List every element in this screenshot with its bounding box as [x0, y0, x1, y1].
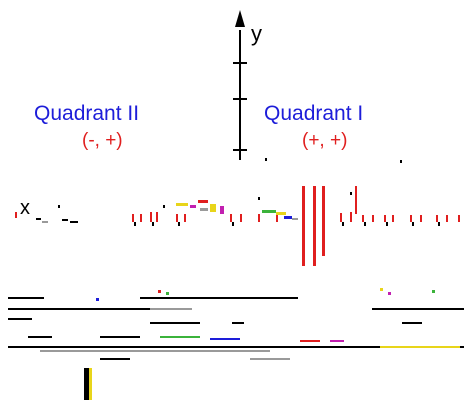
- artifact-green: [262, 210, 276, 213]
- tick-fragment: [230, 214, 232, 222]
- artifact-gray: [200, 208, 208, 211]
- red-vertical-line: [355, 186, 357, 214]
- red-vertical-line: [302, 186, 305, 266]
- line-fragment: [250, 358, 290, 360]
- line-fragment: [8, 297, 44, 299]
- artifact-yellow: [176, 203, 188, 206]
- line-fragment: [8, 346, 464, 348]
- tick-fragment: [384, 215, 386, 222]
- line-fragment: [100, 336, 140, 338]
- artifact-blue: [284, 216, 292, 219]
- tick-fragment: [392, 215, 394, 222]
- tick-fragment: [134, 222, 136, 226]
- line-fragment: [100, 358, 130, 360]
- tick-fragment: [350, 212, 352, 222]
- line-fragment: [210, 338, 240, 340]
- bottom-bar: [84, 368, 89, 400]
- tick-fragment: [276, 214, 278, 222]
- tick-fragment: [184, 214, 186, 222]
- artifact-magenta: [190, 205, 196, 208]
- line-fragment: [28, 336, 52, 338]
- x-axis-speck: [350, 192, 352, 195]
- tick-fragment: [150, 212, 152, 222]
- tick-fragment: [438, 222, 440, 226]
- line-fragment: [206, 297, 298, 299]
- x-axis-arrow-fragment: [70, 221, 78, 223]
- tick-fragment: [156, 212, 158, 222]
- speck: [166, 292, 169, 295]
- line-fragment: [232, 322, 244, 324]
- bottom-bar-shadow: [89, 368, 92, 400]
- artifact-gray: [292, 218, 298, 220]
- red-vertical-line: [313, 186, 316, 266]
- lower-artifact-lines: [8, 288, 464, 360]
- x-axis-arrow-fragment: [62, 219, 68, 221]
- line-fragment: [160, 336, 200, 338]
- tick-fragment: [458, 215, 460, 222]
- quadrant-ii-signs: (-, +): [82, 130, 123, 151]
- line-fragment: [300, 340, 320, 342]
- tick-fragment: [15, 212, 17, 218]
- tick-fragment: [364, 222, 366, 226]
- line-fragment: [32, 308, 150, 310]
- tick-fragment: [176, 214, 178, 222]
- x-axis-speck: [258, 197, 260, 200]
- artifact-yellow: [210, 204, 216, 212]
- tick-fragment: [152, 222, 154, 226]
- line-fragment: [150, 308, 192, 310]
- artifact-red: [198, 200, 208, 203]
- tick-fragment: [340, 213, 342, 222]
- tick-fragment: [132, 214, 134, 222]
- y-axis-label: y: [251, 21, 262, 46]
- axis-speck: [265, 158, 267, 161]
- tick-fragment: [232, 222, 234, 226]
- x-axis-tick-fragments: [15, 212, 460, 222]
- tick-fragment: [178, 222, 180, 226]
- axis-speck: [400, 160, 402, 163]
- x-axis-fragments: [15, 186, 460, 266]
- quadrant-ii-label: Quadrant II: [34, 102, 140, 125]
- tick-fragment: [446, 215, 448, 222]
- line-fragment: [402, 322, 422, 324]
- tick-fragment: [372, 215, 374, 222]
- tick-fragment: [140, 214, 142, 222]
- line-fragment: [8, 308, 34, 310]
- line-fragment: [150, 322, 200, 324]
- tick-fragment: [342, 222, 344, 226]
- line-fragment: [372, 308, 464, 310]
- quadrant-i-signs: (+, +): [302, 130, 348, 151]
- x-axis-speck: [163, 205, 165, 208]
- tick-fragment: [240, 214, 242, 222]
- y-axis-arrowhead: [235, 10, 245, 27]
- tick-fragment: [258, 214, 260, 222]
- tick-fragment: [412, 222, 414, 226]
- x-axis-arrow-fragment: [42, 221, 48, 223]
- tick-fragment: [410, 215, 412, 222]
- artifact-yellow: [276, 212, 286, 215]
- speck: [158, 290, 161, 293]
- tick-fragment: [420, 215, 422, 222]
- line-fragment: [8, 318, 32, 320]
- x-axis-arrow-fragment: [36, 218, 41, 220]
- red-vertical-line: [322, 186, 325, 256]
- speck: [432, 290, 435, 293]
- tick-fragment: [386, 222, 388, 226]
- speck: [96, 298, 99, 301]
- x-axis-speck: [58, 205, 60, 208]
- tick-fragment: [362, 215, 364, 222]
- quadrant-i-label: Quadrant I: [264, 102, 364, 125]
- speck: [380, 288, 383, 291]
- line-fragment: [140, 297, 212, 299]
- x-axis-label: x: [20, 197, 30, 219]
- tick-fragment: [436, 215, 438, 222]
- line-fragment: [330, 340, 344, 342]
- line-fragment: [380, 346, 460, 348]
- line-fragment: [40, 350, 270, 352]
- x-axis-tick-dark-fragments: [134, 222, 440, 226]
- speck: [388, 292, 391, 295]
- artifact-magenta: [220, 206, 224, 214]
